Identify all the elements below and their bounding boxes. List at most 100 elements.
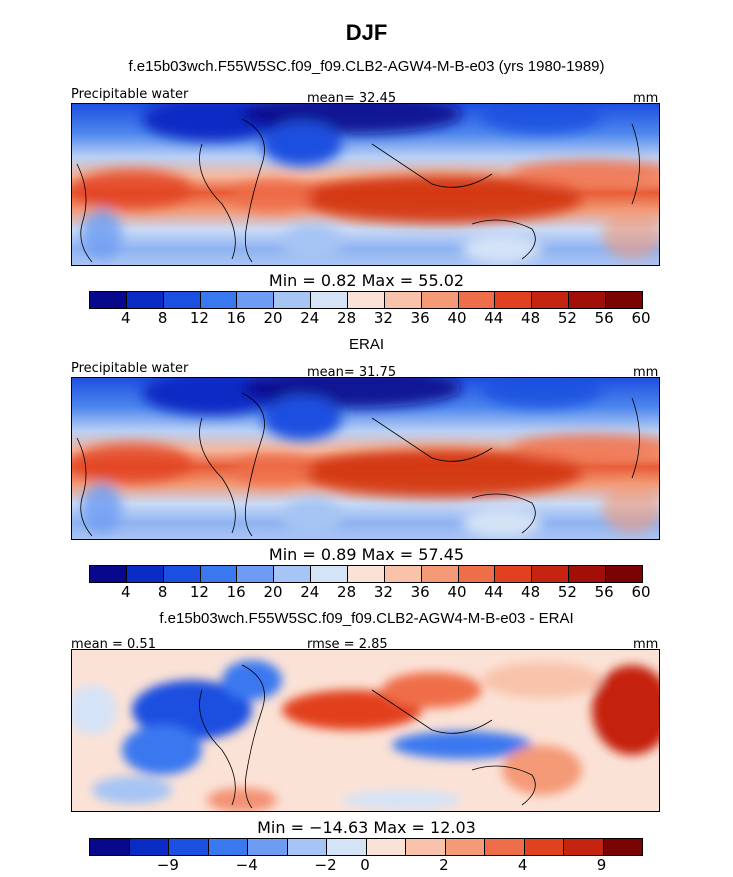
colorbar-cell: [163, 566, 201, 582]
colorbar-tick-label: 20: [263, 309, 283, 327]
colorbar-cell: [163, 292, 201, 308]
panel3-rmse-label: rmse = 2.85: [307, 637, 388, 652]
colorbar-cell: [421, 566, 459, 582]
colorbar-cell: [90, 566, 127, 582]
colorbar-cell: [421, 292, 459, 308]
colorbar-tick-label: 52: [557, 309, 577, 327]
colorbar-cell: [569, 292, 607, 308]
panel1-minmax: Min = 0.82 Max = 55.02: [268, 271, 465, 290]
colorbar-tick-label: 16: [226, 309, 246, 327]
colorbar-cell: [384, 292, 422, 308]
colorbar-cell: [169, 839, 209, 855]
panel2-colorbar-ticks: 4 8 12 16 20 24 28 32 36 40 44 48 52 56 60: [89, 583, 651, 603]
colorbar-cell: [445, 839, 485, 855]
panel3-minmax: Min = −14.63 Max = 12.03: [257, 818, 476, 837]
colorbar-cell: [237, 566, 275, 582]
colorbar-cell: [274, 566, 312, 582]
colorbar-cell: [532, 566, 570, 582]
colorbar-cell: [90, 839, 130, 855]
colorbar-cell: [348, 292, 385, 308]
panel2-units-label: mm: [633, 365, 659, 380]
colorbar-cell: [524, 839, 564, 855]
colorbar-tick-label: 16: [226, 583, 246, 601]
colorbar-tick-label: 8: [157, 583, 168, 601]
colorbar-tick-label: 28: [337, 309, 357, 327]
colorbar-tick-label: 48: [521, 309, 541, 327]
colorbar-cell: [564, 839, 604, 855]
colorbar-cell: [495, 292, 533, 308]
colorbar-tick-label: 4: [517, 856, 528, 874]
colorbar-cell: [237, 292, 275, 308]
colorbar-cell: [603, 839, 642, 855]
colorbar-tick-label: 32: [373, 583, 393, 601]
colorbar-tick-label: −2: [314, 856, 337, 874]
panel2-colorbar: [89, 565, 643, 583]
colorbar-cell: [348, 566, 385, 582]
colorbar-tick-label: 4: [121, 309, 131, 327]
panel1-colorbar: [89, 291, 643, 309]
panel1-colorbar-ticks: 4 8 12 16 20 24 28 32 36 40 44 48 52 56 60: [89, 309, 651, 329]
colorbar-tick-label: 2: [439, 856, 449, 874]
colorbar-cell: [90, 292, 127, 308]
colorbar-tick-label: 56: [594, 309, 614, 327]
colorbar-tick-label: 36: [410, 309, 430, 327]
colorbar-cell: [287, 839, 327, 855]
colorbar-tick-label: 60: [631, 583, 651, 601]
panel2-title: ERAI: [348, 336, 384, 353]
panel2-minmax: Min = 0.89 Max = 57.45: [268, 545, 465, 564]
colorbar-cell: [200, 566, 238, 582]
panel2-mean-label: mean= 31.75: [307, 365, 397, 380]
colorbar-cell: [208, 839, 248, 855]
panel1-map: [71, 103, 660, 266]
colorbar-tick-label: −4: [235, 856, 258, 874]
colorbar-cell: [569, 566, 607, 582]
colorbar-cell: [129, 839, 169, 855]
panel1-units-label: mm: [633, 91, 659, 106]
panel1-mean-label: mean= 32.45: [307, 91, 397, 106]
colorbar-tick-label: 40: [447, 583, 467, 601]
colorbar-cell: [485, 839, 525, 855]
colorbar-cell: [406, 839, 446, 855]
colorbar-cell: [311, 292, 349, 308]
colorbar-tick-label: 44: [484, 583, 504, 601]
colorbar-tick-label: 28: [337, 583, 357, 601]
figure-title: DJF: [345, 20, 388, 45]
colorbar-tick-label: 60: [631, 309, 651, 327]
difference-field: [72, 650, 659, 811]
panel3-title: f.e15b03wch.F55W5SC.f09_f09.CLB2-AGW4-M-…: [159, 610, 574, 627]
colorbar-cell: [327, 839, 367, 855]
colorbar-cell: [248, 839, 288, 855]
precipitable-water-field: [72, 104, 659, 265]
colorbar-tick-label: 24: [300, 583, 320, 601]
panel1-title: f.e15b03wch.F55W5SC.f09_f09.CLB2-AGW4-M-…: [128, 58, 605, 75]
colorbar-cell: [126, 292, 164, 308]
colorbar-cell: [274, 292, 312, 308]
colorbar-cell: [311, 566, 349, 582]
precipitable-water-field: [72, 378, 659, 539]
colorbar-tick-label: 20: [263, 583, 283, 601]
colorbar-cell: [606, 292, 642, 308]
colorbar-tick-label: 9: [596, 856, 607, 874]
panel3-colorbar: [89, 838, 643, 856]
colorbar-tick-label: 44: [484, 309, 504, 327]
colorbar-tick-label: 8: [157, 309, 168, 327]
panel3-units-label: mm: [633, 637, 659, 652]
colorbar-tick-label: 48: [521, 583, 541, 601]
colorbar-cell: [458, 566, 496, 582]
colorbar-cell: [606, 566, 642, 582]
panel2-variable-label: Precipitable water: [71, 361, 189, 376]
colorbar-tick-label: 40: [447, 309, 467, 327]
panel1-variable-label: Precipitable water: [71, 87, 189, 102]
colorbar-cell: [384, 566, 422, 582]
colorbar-cell: [126, 566, 164, 582]
colorbar-tick-label: 36: [410, 583, 430, 601]
colorbar-tick-label: 12: [189, 309, 209, 327]
colorbar-tick-label: 0: [360, 856, 370, 874]
colorbar-cell: [200, 292, 238, 308]
colorbar-tick-label: 32: [373, 309, 393, 327]
colorbar-tick-label: 52: [557, 583, 577, 601]
panel3-map: [71, 649, 660, 812]
panel2-map: [71, 377, 660, 540]
colorbar-tick-label: 24: [300, 309, 320, 327]
colorbar-cell: [532, 292, 570, 308]
